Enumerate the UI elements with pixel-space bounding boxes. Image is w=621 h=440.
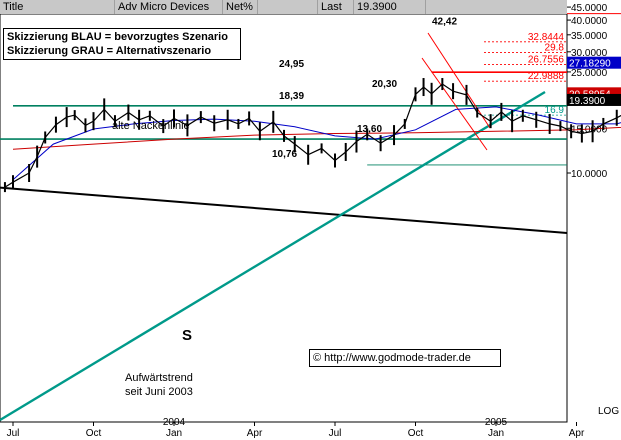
x-tick-label: Jul — [329, 428, 342, 439]
downtrend-channel-lower — [421, 57, 488, 151]
title-field[interactable]: Title — [0, 0, 115, 14]
neckline-trendline — [0, 186, 568, 234]
level-label: 20,30 — [372, 79, 397, 90]
x-tick-label: 2005 — [485, 417, 508, 428]
moving-average-red — [12, 126, 621, 150]
x-tick-label: Apr — [247, 428, 263, 439]
field-name[interactable]: Net% — [223, 0, 258, 14]
spacer-field — [258, 0, 318, 14]
y-tick-label: 35.0000 — [571, 31, 608, 42]
chart-header-bar: Title Adv Micro Devices Net% Last 19.390… — [0, 0, 567, 14]
uptrend-line — [0, 90, 546, 422]
price-tag-box — [567, 56, 621, 69]
last-label: Last — [318, 0, 354, 14]
last-value: 19.3900 — [354, 0, 426, 14]
x-tick-label: 2004 — [163, 417, 186, 428]
price-tag-label: 19.3900 — [569, 96, 606, 107]
neckline-label: alte Nackenlinie — [112, 120, 190, 132]
credit-box: © http://www.godmode-trader.de — [309, 349, 501, 367]
x-tick-label: Oct — [408, 428, 424, 439]
y-tick-label: 40.0000 — [571, 16, 608, 27]
fib-level-label: 26.7556 — [528, 54, 565, 65]
downtrend-channel-upper — [427, 32, 491, 129]
x-tick-label: Apr — [569, 428, 585, 439]
x-tick-sublabel: Jan — [488, 428, 504, 439]
moving-average-blue — [12, 106, 621, 181]
x-tick-sublabel: Jan — [166, 428, 182, 439]
y-tick-label: 15.0000 — [571, 124, 608, 135]
log-scale-label: LOG — [598, 406, 619, 417]
uptrend-label: Aufwärtstrend seit Juni 2003 — [125, 371, 193, 399]
y-tick-label: 45.0000 — [571, 3, 608, 14]
level-label: 42,42 — [432, 17, 457, 28]
y-tick-label: 10.0000 — [571, 169, 608, 180]
price-tag-label: 27.18290 — [569, 59, 611, 70]
security-name[interactable]: Adv Micro Devices — [115, 0, 223, 14]
x-tick-label: Oct — [86, 428, 102, 439]
level-label: 18,39 — [279, 91, 304, 102]
fib-level-label: 29.8 — [545, 43, 565, 54]
uptrend-label-line1: Aufwärtstrend — [125, 372, 193, 384]
fib-level-label: 16.9 — [545, 105, 565, 116]
shoulder-s-mark: S — [182, 327, 193, 344]
legend-box: Skizzierung BLAU = bevorzugtes Szenario … — [3, 28, 241, 60]
legend-gray-text: Skizzierung GRAU = Alternativszenario — [7, 45, 212, 57]
x-tick-label: Jul — [7, 428, 20, 439]
fib-level-label: 22.9888 — [528, 71, 565, 82]
uptrend-label-line2: seit Juni 2003 — [125, 386, 193, 398]
fib-level-label: 32.8444 — [528, 32, 565, 43]
legend-blue-text: Skizzierung BLAU = bevorzugtes Szenario — [7, 31, 228, 43]
price-tag-box — [567, 93, 621, 106]
level-label: 10,76 — [272, 149, 297, 160]
level-label: 13,60 — [357, 124, 382, 135]
price-series — [4, 83, 621, 188]
y-tick-label: 25.0000 — [571, 68, 608, 79]
level-label: 24,95 — [279, 59, 304, 70]
y-tick-label: 30.0000 — [571, 48, 608, 59]
